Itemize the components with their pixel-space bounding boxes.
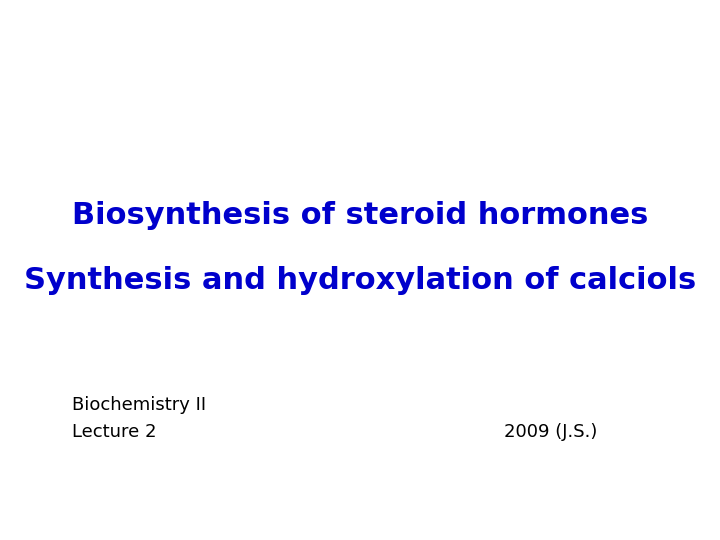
Text: Biochemistry II: Biochemistry II	[72, 396, 206, 414]
Text: Biosynthesis of steroid hormones: Biosynthesis of steroid hormones	[72, 201, 648, 231]
Text: Lecture 2: Lecture 2	[72, 423, 156, 441]
Text: 2009 (J.S.): 2009 (J.S.)	[504, 423, 598, 441]
Text: Synthesis and hydroxylation of calciols: Synthesis and hydroxylation of calciols	[24, 266, 696, 295]
